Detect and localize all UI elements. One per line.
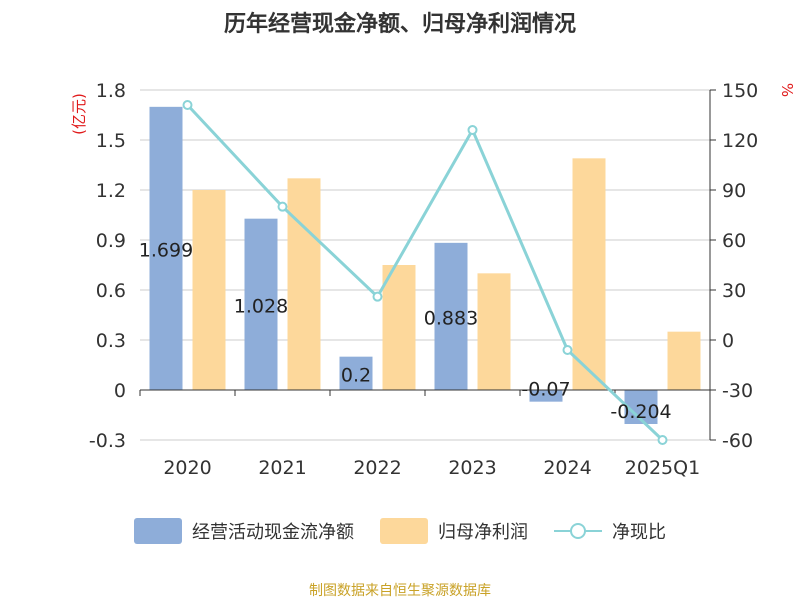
source-note: 制图数据来自恒生聚源数据库: [309, 583, 491, 599]
x-tick-label: 2025Q1: [625, 457, 700, 479]
legend-swatch-ratio: [554, 518, 602, 544]
data-label-cash: 0.883: [424, 307, 478, 329]
y-right-tick-label: 0: [722, 330, 734, 352]
x-tick-label: 2024: [543, 457, 591, 479]
data-label-cash: 1.028: [234, 295, 288, 317]
chart-canvas: 1.699 1.028 0.2 0.883 -0.07 -0.204 1.8 1.5 1.2 0…: [70, 80, 796, 479]
ratio-point: [182, 100, 193, 110]
bar-profit: [667, 331, 701, 390]
bar-cash: [434, 242, 468, 390]
bar-cash: [244, 218, 278, 390]
legend-label-profit: 归母净利润: [438, 522, 528, 543]
legend-swatch-profit: [380, 518, 428, 544]
bars-group: [149, 106, 701, 424]
bar-profit: [477, 273, 511, 390]
y-left-tick-label: 1.8: [96, 80, 126, 102]
bar-profit: [572, 158, 606, 390]
y-left-tick-label: 0.9: [96, 230, 126, 252]
data-label-cash: -0.07: [521, 379, 570, 401]
ratio-point: [277, 201, 288, 212]
chart-title: 历年经营现金净额、归母净利润情况: [223, 12, 576, 37]
legend-label-cash: 经营活动现金流净额: [192, 522, 354, 543]
tick-labels-group: 1.8 1.5 1.2 0.9 0.6 0.3 0 -0.3 150 120 90 60 30 0 -30 -…: [89, 80, 758, 479]
bar-profit: [287, 178, 321, 390]
axes-group: [139, 89, 716, 441]
bar-profit: [382, 265, 416, 390]
y-left-tick-label: 0: [114, 380, 126, 402]
legend-item-ratio[interactable]: 净现比: [554, 518, 666, 544]
x-tick-label: 2022: [353, 457, 401, 479]
y-left-tick-label: 0.6: [96, 280, 126, 302]
x-tick-label: 2023: [448, 457, 496, 479]
ratio-point: [562, 345, 573, 355]
bar-profit: [192, 190, 226, 390]
data-label-cash: -0.204: [610, 401, 671, 423]
bar-cash: [339, 356, 373, 390]
legend-label-ratio: 净现比: [612, 522, 666, 543]
ratio-point: [372, 291, 383, 302]
data-label-cash: 1.699: [139, 239, 193, 261]
legend-item-profit[interactable]: 归母净利润: [380, 518, 528, 544]
bar-cash: [529, 390, 563, 402]
ratio-point: [657, 435, 668, 445]
y-right-tick-label: -60: [722, 430, 753, 452]
x-tick-label: 2020: [163, 457, 211, 479]
bar-cash: [149, 106, 183, 390]
ratio-line-group: [182, 100, 668, 445]
y-axis-right-label: %: [778, 83, 796, 97]
y-left-tick-label: 1.5: [96, 130, 126, 152]
y-right-tick-label: 30: [722, 280, 746, 302]
ratio-line: [186, 103, 664, 442]
y-right-tick-label: -30: [722, 380, 753, 402]
y-right-tick-label: 60: [722, 230, 746, 252]
legend: 经营活动现金流净额 归母净利润 净现比: [0, 518, 800, 544]
y-right-tick-label: 90: [722, 180, 746, 202]
legend-item-cash[interactable]: 经营活动现金流净额: [134, 518, 354, 544]
ratio-point: [467, 125, 478, 135]
y-right-tick-label: 150: [722, 80, 758, 102]
y-axis-left-label: (亿元): [70, 93, 88, 135]
legend-swatch-cash: [134, 518, 182, 544]
data-labels-group: 1.699 1.028 0.2 0.883 -0.07 -0.204: [139, 239, 672, 423]
y-right-tick-label: 120: [722, 130, 758, 152]
y-left-tick-label: 0.3: [96, 330, 126, 352]
y-left-tick-label: -0.3: [89, 430, 126, 452]
x-tick-label: 2021: [258, 457, 306, 479]
y-left-tick-label: 1.2: [96, 180, 126, 202]
data-label-cash: 0.2: [341, 364, 371, 386]
